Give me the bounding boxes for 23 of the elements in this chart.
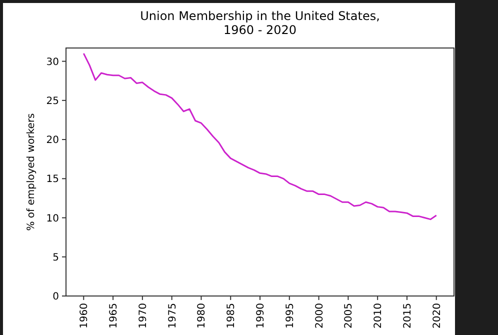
x-tick-label: 1985 [226,303,238,328]
x-tick-label: 1965 [108,303,120,328]
y-axis-title: % of employed workers [26,113,37,231]
x-tick-label: 2000 [314,303,326,328]
y-tick-label: 30 [46,56,59,68]
x-tick-label: 1995 [284,303,296,328]
x-tick-label: 2005 [344,303,355,328]
y-tick-label: 20 [46,135,59,146]
y-tick-label: 15 [46,174,59,186]
y-tick-label: 0 [52,292,59,302]
y-tick-label: 10 [46,213,59,224]
x-tick-label: 1970 [138,303,149,328]
x-tick-label: 1980 [196,303,208,328]
x-tick-label: 1975 [167,303,178,328]
x-tick-label: 2010 [373,303,384,328]
y-tick-label: 5 [52,252,59,264]
x-tick-label: 2020 [432,303,443,328]
y-tick-label: 25 [46,96,59,107]
x-tick-label: 1990 [256,303,266,328]
x-tick-label: 2015 [402,303,414,328]
line-series [82,52,438,220]
chart-title: Union Membership in the United States, 1960 - 2020 [140,9,380,37]
x-tick-label: 1960 [79,303,90,328]
